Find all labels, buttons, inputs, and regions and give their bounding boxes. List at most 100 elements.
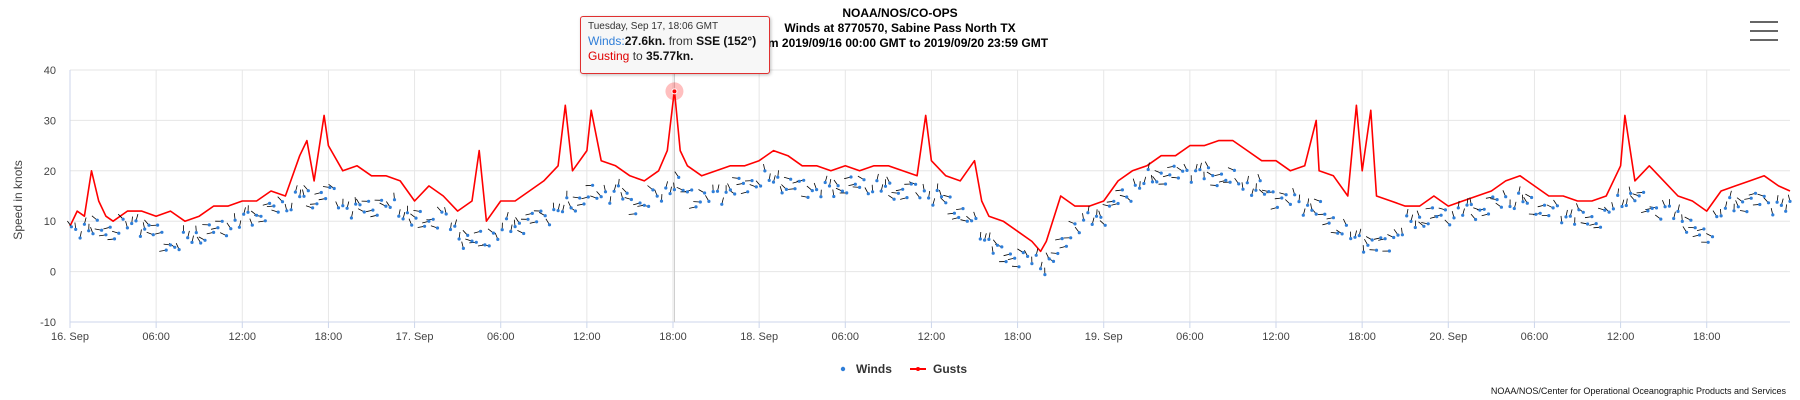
- winds-point: [1034, 253, 1038, 257]
- winds-point: [1000, 245, 1004, 249]
- tooltip-gusting-label: Gusting: [588, 49, 630, 63]
- legend-item-winds[interactable]: Winds: [840, 362, 892, 376]
- winds-point: [504, 217, 509, 221]
- winds-point: [229, 227, 233, 231]
- winds-point: [1771, 213, 1775, 217]
- winds-point: [199, 241, 203, 245]
- winds-point: [840, 189, 845, 193]
- winds-point: [410, 223, 414, 227]
- winds-point: [1443, 208, 1447, 212]
- winds-point: [1349, 237, 1353, 241]
- winds-point: [780, 191, 784, 195]
- winds-point: [1474, 217, 1478, 222]
- winds-point: [573, 209, 578, 213]
- winds-point: [1564, 215, 1568, 219]
- winds-point: [733, 192, 737, 196]
- winds-point: [1168, 173, 1172, 177]
- winds-point: [1150, 180, 1155, 184]
- winds-point: [1215, 184, 1219, 188]
- winds-point: [1400, 233, 1404, 237]
- winds-point: [1775, 200, 1779, 204]
- winds-point: [1697, 233, 1702, 237]
- winds-point: [130, 221, 134, 226]
- winds-point: [156, 223, 160, 227]
- y-tick-label: -10: [40, 317, 56, 329]
- winds-point: [552, 208, 556, 212]
- winds-point: [1374, 248, 1379, 252]
- winds-point: [836, 184, 840, 188]
- winds-point: [1663, 205, 1667, 209]
- winds-point: [832, 194, 836, 199]
- x-axis: 16. Sep 06:00 12:00 18:00 17. Sep 06:00 12:00 1…: [51, 322, 1720, 343]
- winds-point: [875, 179, 879, 183]
- winds-point: [315, 202, 319, 206]
- winds-point: [1430, 206, 1435, 210]
- winds-point: [879, 189, 883, 193]
- winds-point: [1753, 191, 1758, 195]
- winds-point: [311, 206, 315, 210]
- tooltip-direction: SSE (152°): [696, 34, 757, 48]
- winds-point: [1581, 210, 1585, 214]
- tooltip: Tuesday, Sep 17, 18:06 GMT Winds:27.6kn.…: [580, 16, 770, 74]
- winds-point: [1499, 205, 1503, 209]
- winds-point: [212, 230, 216, 234]
- winds-point: [914, 182, 918, 186]
- winds-point: [1383, 237, 1387, 241]
- winds-point: [1387, 249, 1391, 253]
- winds-point: [397, 214, 401, 218]
- winds-point: [862, 178, 866, 182]
- winds-point: [1568, 214, 1572, 218]
- winds-point: [1594, 222, 1598, 226]
- winds-point: [565, 196, 569, 200]
- plot-area[interactable]: [67, 70, 1792, 322]
- winds-point: [664, 186, 668, 190]
- hamburger-menu-icon[interactable]: [1748, 16, 1780, 46]
- winds-point: [698, 200, 702, 204]
- winds-point: [1245, 181, 1249, 185]
- winds-point: [1710, 235, 1715, 239]
- wind-direction-arrows: [67, 161, 1791, 275]
- winds-point: [1194, 169, 1198, 173]
- winds-point: [530, 211, 534, 215]
- winds-point: [414, 216, 418, 220]
- winds-point: [1094, 214, 1099, 218]
- winds-point: [784, 187, 789, 191]
- winds-point: [707, 199, 711, 203]
- winds-point: [724, 190, 728, 194]
- winds-point: [1461, 213, 1465, 217]
- winds-point: [1590, 215, 1594, 219]
- title-line-2: Winds at 8770570, Sabine Pass North TX: [784, 21, 1015, 35]
- x-tick-label: 06:00: [832, 331, 860, 343]
- winds-point: [1491, 195, 1495, 199]
- winds-point: [1163, 182, 1168, 186]
- winds-point: [1642, 190, 1646, 194]
- winds-point: [1409, 219, 1413, 223]
- winds-point: [151, 233, 155, 237]
- legend-item-gusts[interactable]: Gusts: [910, 362, 967, 376]
- x-tick-label: 18:00: [1348, 331, 1376, 343]
- winds-point: [207, 223, 211, 227]
- winds-point: [121, 217, 125, 221]
- winds-point: [1555, 204, 1559, 208]
- winds-point: [1521, 200, 1525, 204]
- winds-point: [582, 202, 586, 206]
- x-tick-label: 18:00: [659, 331, 687, 343]
- winds-point: [324, 197, 328, 201]
- winds-point: [125, 226, 129, 230]
- winds-point: [336, 206, 341, 210]
- x-tick-label: 12:00: [573, 331, 601, 343]
- x-tick-label: 06:00: [487, 331, 515, 343]
- winds-point: [1232, 168, 1236, 172]
- winds-point: [1379, 236, 1383, 240]
- winds-point: [1250, 193, 1254, 197]
- winds-point: [1452, 216, 1456, 220]
- winds-point: [965, 219, 969, 223]
- winds-point: [280, 200, 285, 204]
- winds-point: [1357, 234, 1361, 238]
- winds-point: [134, 219, 138, 223]
- winds-point: [599, 195, 603, 199]
- winds-point: [345, 206, 349, 210]
- winds-point: [1103, 223, 1107, 227]
- winds-point: [535, 220, 539, 224]
- winds-point: [750, 179, 754, 183]
